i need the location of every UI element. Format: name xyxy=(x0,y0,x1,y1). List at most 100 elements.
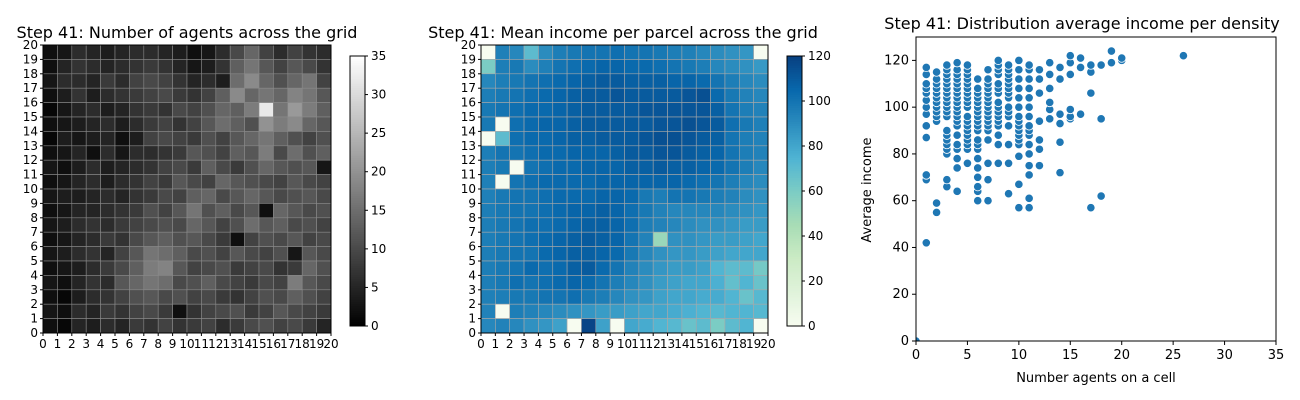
heatmap-cell xyxy=(509,116,525,132)
heatmap-cell xyxy=(157,188,173,204)
colorbar-segment xyxy=(787,155,802,158)
heatmap-cell xyxy=(186,87,202,103)
heatmap-cell xyxy=(624,318,640,334)
colorbar-segment xyxy=(787,301,802,304)
heatmap-cell xyxy=(724,59,740,75)
heatmap-cell xyxy=(581,188,597,204)
heatmap-cell xyxy=(681,231,697,247)
heatmap-cell xyxy=(258,246,274,262)
heatmap-cell xyxy=(316,275,332,291)
heatmap-cell xyxy=(624,87,640,103)
heatmap-cell xyxy=(273,59,289,75)
heatmap-cell xyxy=(186,102,202,118)
heatmap-cell xyxy=(495,260,511,276)
heatmap-cell xyxy=(624,246,640,262)
heatmap-cell xyxy=(129,289,145,305)
y-tick-label: 5 xyxy=(30,254,38,268)
scatter-point xyxy=(1178,51,1189,61)
heatmap-cell xyxy=(172,131,188,147)
colorbar-segment xyxy=(350,294,365,298)
colorbar-segment xyxy=(350,139,365,142)
heatmap-cell xyxy=(609,174,625,190)
heatmap-cell xyxy=(229,260,245,276)
colorbar-segment xyxy=(350,303,365,307)
y-tick-label: 19 xyxy=(461,52,476,66)
heatmap-cell xyxy=(695,159,711,175)
heatmap-cell xyxy=(71,303,87,319)
heatmap-cell xyxy=(667,303,683,319)
scatter-point xyxy=(1014,74,1024,84)
x-tick-label: 19 xyxy=(746,337,761,351)
heatmap-cell xyxy=(215,217,231,233)
scatter-point xyxy=(952,58,962,68)
heatmap-cell xyxy=(624,303,640,319)
heatmap-cell xyxy=(638,116,654,132)
colorbar-segment xyxy=(350,193,365,196)
heatmap-cell xyxy=(114,260,130,276)
heatmap-cell xyxy=(609,303,625,319)
heatmap-cell xyxy=(738,217,754,233)
heatmap-cell xyxy=(652,303,668,319)
scatter-point xyxy=(983,135,993,145)
colorbar-segment xyxy=(787,65,802,68)
scatter-point xyxy=(973,163,983,173)
colorbar-segment xyxy=(787,134,802,138)
colorbar-segment xyxy=(787,78,802,82)
colorbar-segment xyxy=(787,94,802,97)
heatmap-cell xyxy=(738,102,754,118)
colorbar-segment xyxy=(787,287,802,291)
colorbar-tick-label: 30 xyxy=(371,88,386,102)
heatmap-cell xyxy=(495,174,511,190)
scatter-point xyxy=(1024,60,1034,70)
heatmap-cell xyxy=(638,188,654,204)
heatmap-cell xyxy=(595,59,611,75)
heatmap-cell xyxy=(624,174,640,190)
heatmap-cell xyxy=(509,44,525,60)
heatmap-cell xyxy=(287,59,303,75)
heatmap-cell xyxy=(201,203,217,219)
heatmap-cell xyxy=(710,318,726,334)
colorbar-segment xyxy=(787,60,802,64)
heatmap-cell xyxy=(609,289,625,305)
heatmap-cell xyxy=(287,116,303,132)
heatmap-cell xyxy=(201,174,217,190)
heatmap-cell xyxy=(509,145,525,161)
heatmap-cell xyxy=(652,203,668,219)
heatmap-cell xyxy=(172,289,188,305)
y-tick-label: 9 xyxy=(468,196,476,210)
heatmap-cell xyxy=(215,159,231,175)
heatmap-cell xyxy=(624,131,640,147)
heatmap-cell xyxy=(681,318,697,334)
colorbar-segment xyxy=(787,294,802,298)
heatmap-cell xyxy=(552,289,568,305)
heatmap-cell xyxy=(538,73,554,89)
heatmap-cell xyxy=(287,203,303,219)
heatmap-cell xyxy=(201,145,217,161)
colorbar-segment xyxy=(350,148,365,151)
colorbar-segment xyxy=(350,263,365,266)
heatmap-cell xyxy=(143,275,159,291)
heatmap-cell xyxy=(273,260,289,276)
heatmap-cell xyxy=(71,102,87,118)
heatmap-cell xyxy=(753,73,769,89)
heatmap-cell xyxy=(42,231,58,247)
colorbar-tick-label: 40 xyxy=(808,229,823,243)
x-tick-label: 10 xyxy=(1011,348,1028,363)
colorbar-segment xyxy=(787,71,802,75)
heatmap-cell xyxy=(738,116,754,132)
heatmap-cell xyxy=(215,131,231,147)
heatmap-cell xyxy=(681,116,697,132)
heatmap-cell xyxy=(523,260,539,276)
colorbar-segment xyxy=(350,110,365,113)
heatmap-cell xyxy=(316,174,332,190)
heatmap-cell xyxy=(738,174,754,190)
heatmap-cell xyxy=(157,231,173,247)
x-tick-label: 15 xyxy=(689,337,704,351)
y-tick-label: 19 xyxy=(23,52,38,66)
heatmap-cell xyxy=(495,289,511,305)
heatmap-cell xyxy=(172,318,188,334)
heatmap-cell xyxy=(695,260,711,276)
heatmap-cell xyxy=(652,59,668,75)
heatmap-cell xyxy=(753,275,769,291)
colorbar-segment xyxy=(350,317,365,320)
